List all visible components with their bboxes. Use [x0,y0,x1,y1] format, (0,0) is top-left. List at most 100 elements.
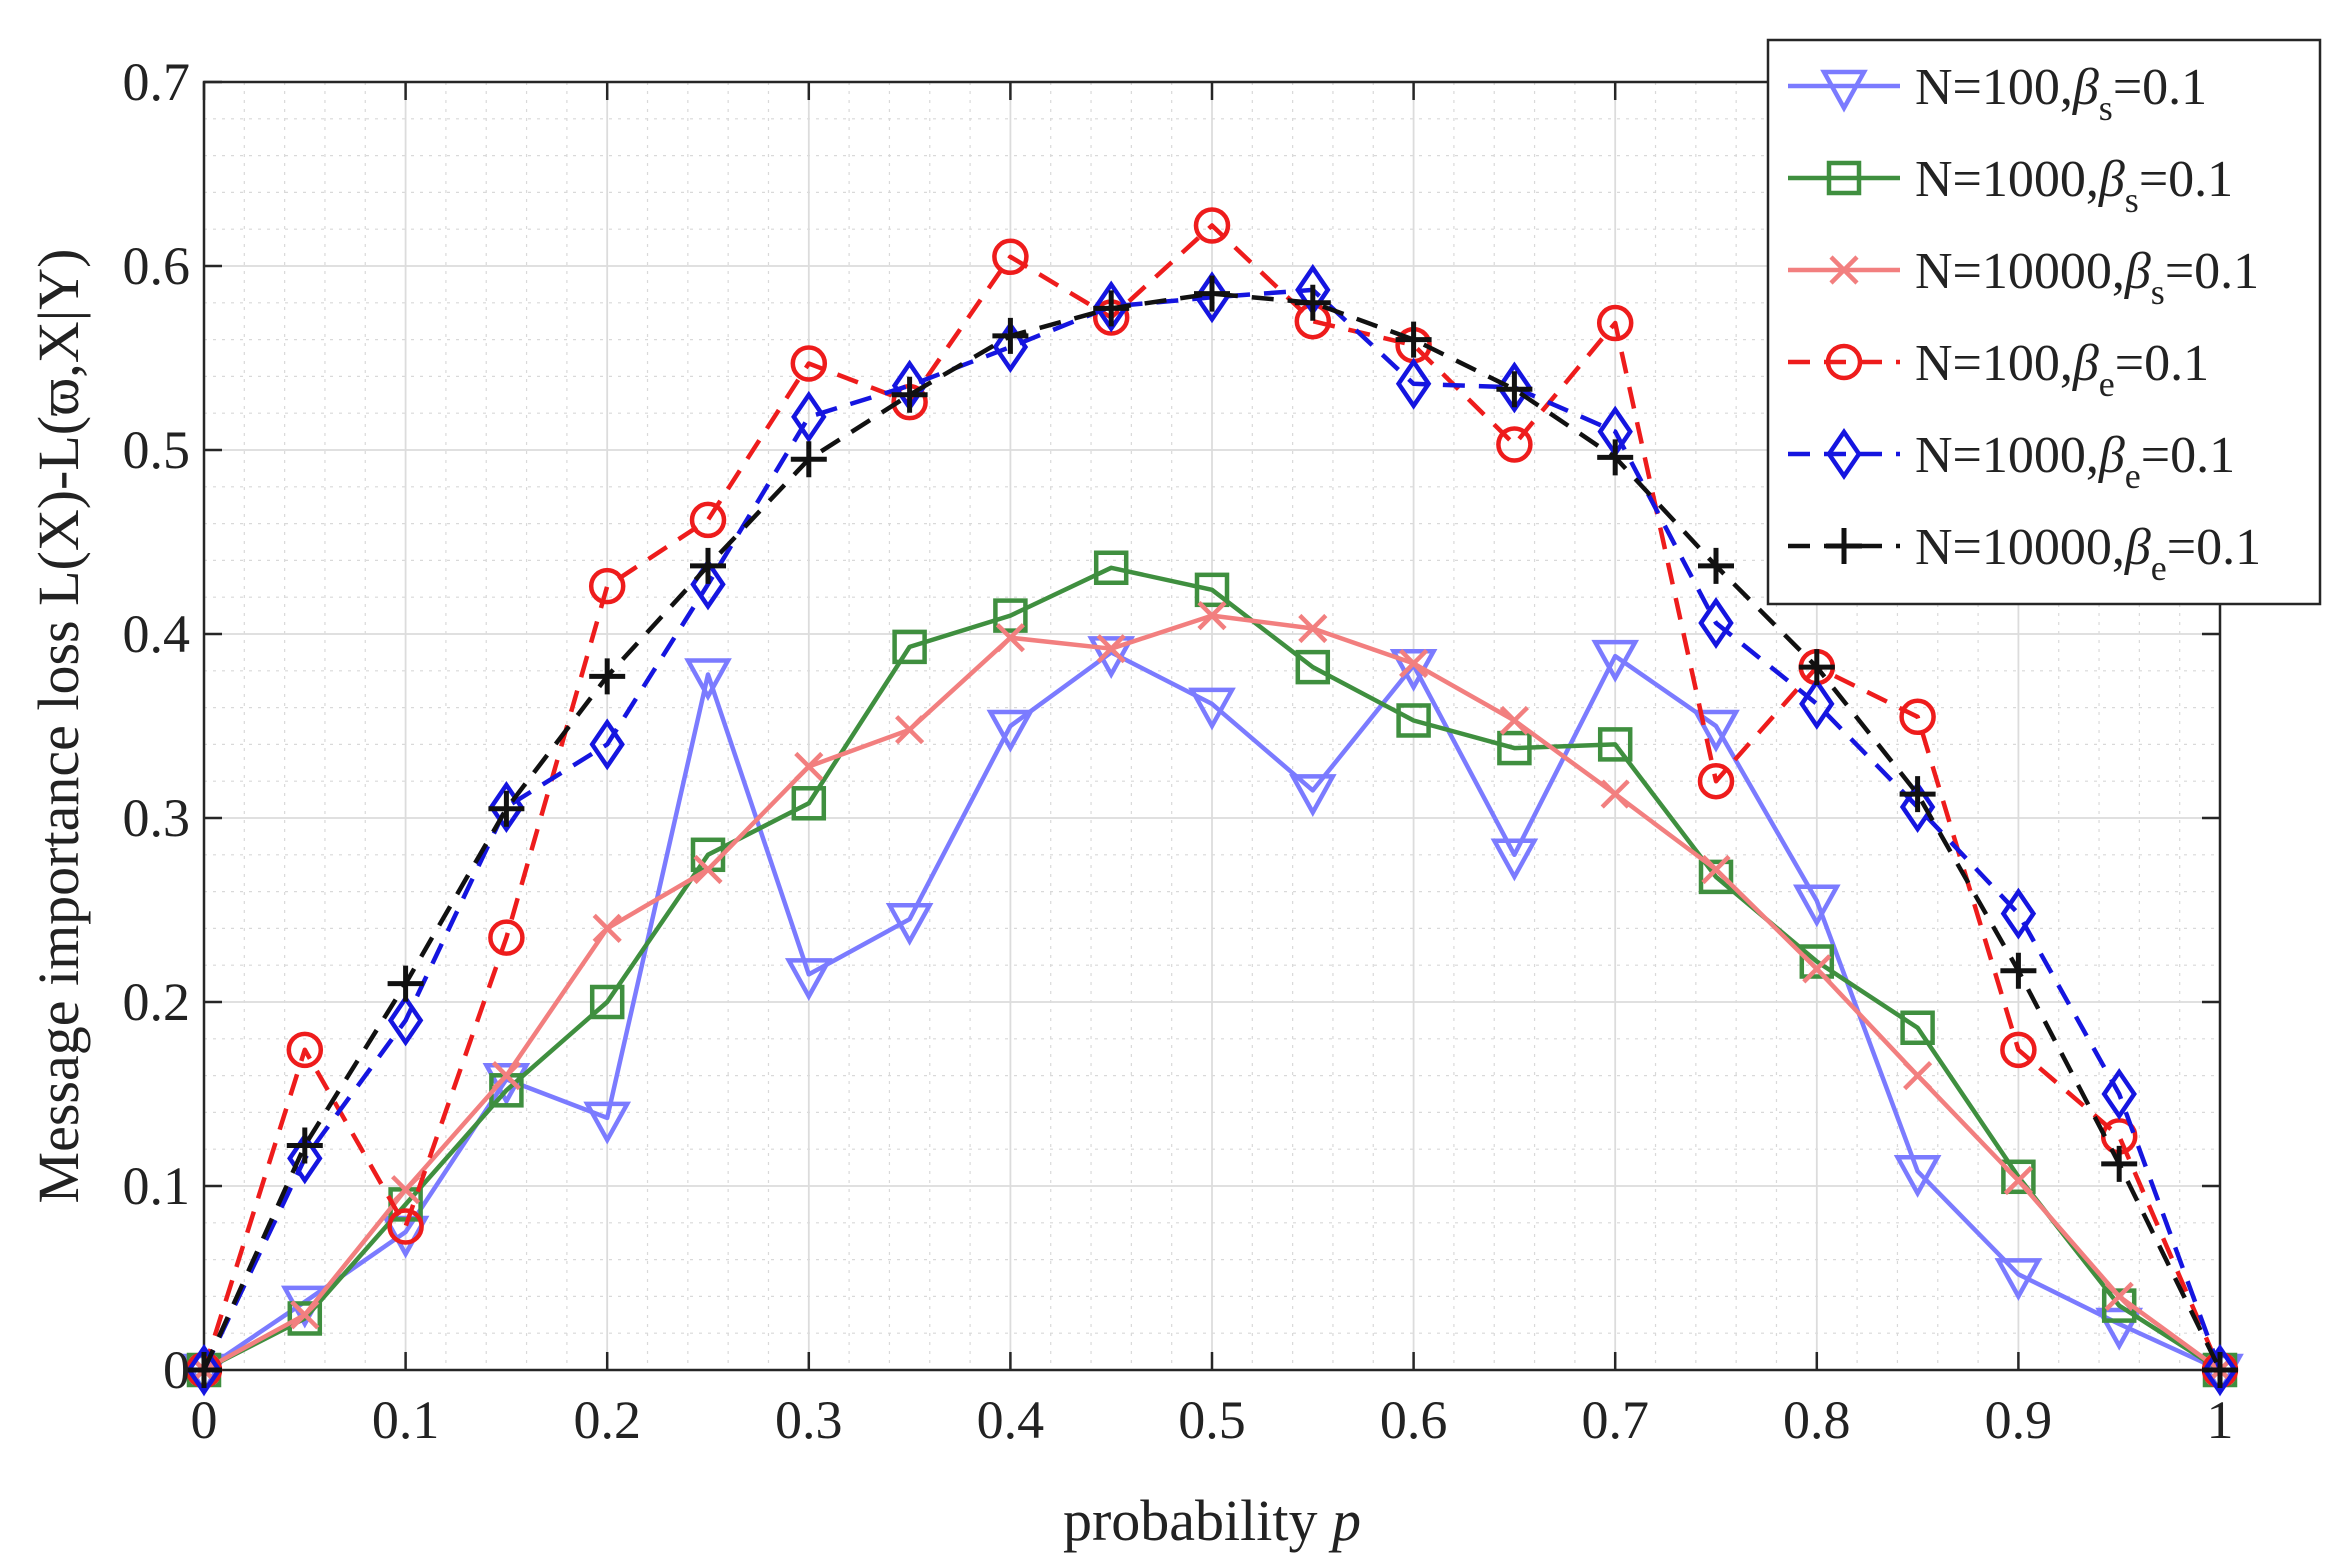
legend-label-tail: =0.1 [2115,335,2209,392]
y-tick-label: 0.2 [123,972,191,1032]
data-point-marker [790,441,827,478]
y-tick-label: 0.4 [123,604,191,664]
y-tick-label: 0.7 [123,52,191,112]
data-point-marker [1597,439,1634,476]
data-point-marker [784,958,833,1002]
data-point-marker [693,854,723,885]
data-point-marker [1396,703,1431,738]
legend-label-main: N=1000, [1915,427,2099,484]
x-tick-label: 1 [2207,1390,2234,1450]
data-point-marker [287,1301,323,1336]
legend-label-main: N=10000, [1915,243,2125,300]
data-point-marker [583,1101,632,1145]
data-point-marker [2101,1068,2137,1120]
legend-label-main: N=10000, [1915,519,2125,576]
data-point-marker [391,1175,421,1205]
data-point-marker [488,790,525,827]
data-point-marker [992,238,1029,276]
legend-item: N=100,βs=0.1 [1788,59,2207,128]
legend-item: N=100,βe=0.1 [1788,335,2209,404]
data-point-marker [1188,687,1236,731]
legend-label-subscript: e [2099,364,2115,404]
data-point-marker [2000,1031,2037,1069]
data-point-marker [1799,677,1835,730]
data-point-marker [1499,705,1529,736]
data-point-marker [1093,290,1130,327]
y-tick-label: 0.5 [123,420,191,480]
y-tick-label: 0.6 [123,236,191,296]
data-point-marker [986,709,1035,753]
data-point-marker [1496,371,1533,408]
legend-item: N=10000,βs=0.1 [1788,243,2259,312]
legend-label-beta: β [2098,151,2125,208]
legend-label-subscript: s [2151,272,2165,312]
data-point-marker [1596,304,1634,342]
data-point-marker [2202,1344,2238,1396]
legend-label-main: N=1000, [1915,151,2099,208]
legend-label-subscript: e [2125,456,2141,496]
data-point-marker [791,786,827,821]
data-point-marker [1698,596,1734,649]
data-point-marker [689,501,727,539]
legend-items: N=100,βs=0.1N=1000,βs=0.1N=10000,βs=0.1N… [1788,59,2261,588]
data-point-marker [1194,275,1230,312]
data-point-marker [1496,361,1533,414]
x-axis-title: probability p [1063,1488,1361,1553]
legend-label: N=10000,βe=0.1 [1915,519,2261,588]
x-tick-label: 0.1 [372,1390,440,1450]
data-point-marker [592,913,622,943]
data-point-marker [2104,1281,2134,1311]
data-point-marker [1893,1155,1942,1198]
x-tick-label: 0.5 [1178,1390,1246,1450]
y-tick-label: 0.3 [123,788,191,848]
data-point-marker [2001,1159,2036,1195]
data-point-marker [1701,854,1731,885]
data-point-marker [387,994,424,1047]
data-point-marker [1798,649,1835,686]
data-point-marker [794,751,824,782]
data-point-marker [1899,698,1936,736]
data-point-marker [589,658,626,695]
legend-marker [1826,428,1862,480]
data-point-marker [186,1344,222,1396]
data-point-marker [791,390,827,443]
legend-label-tail: =0.1 [2113,59,2207,116]
data-point-marker [2003,1165,2033,1196]
legend-label-beta: β [2098,427,2125,484]
series-line [202,565,2222,1373]
legend-label: N=10000,βs=0.1 [1915,243,2259,312]
data-point-marker [1395,321,1432,358]
data-point-marker [1903,1061,1933,1091]
data-point-marker [1298,613,1328,644]
y-axis-tick-labels: 0 0.1 0.2 0.3 0.4 0.5 0.6 0.7 [123,52,191,1400]
data-point-marker [1288,774,1337,818]
data-point-marker [992,320,1029,373]
x-tick-label: 0.3 [775,1390,843,1450]
data-point-marker [995,623,1025,653]
legend-marker [1826,528,1862,564]
data-point-marker [588,567,626,605]
legend-box [1766,38,2322,606]
data-point-marker [589,984,625,1020]
data-point-marker [1497,730,1532,766]
data-point-marker [2202,1352,2238,1388]
legend-item: N=10000,βe=0.1 [1788,519,2261,588]
data-point-marker [2095,1307,2144,1351]
legend-marker [1825,343,1863,381]
data-point-marker [491,1061,521,1091]
legend-marker [1829,255,1859,285]
data-point-marker [1697,762,1735,800]
y-tick-label: 0 [163,1340,190,1400]
legend-item: N=1000,βs=0.1 [1788,151,2233,220]
legend-label: N=1000,βe=0.1 [1915,427,2235,496]
data-point-marker [1093,550,1129,586]
x-tick-label: 0.9 [1985,1390,2053,1450]
data-point-marker [286,1031,324,1069]
x-tick-label: 0.7 [1581,1390,1649,1450]
legend-label-beta: β [2124,243,2151,300]
data-point-marker [1490,838,1539,882]
legend-label: N=100,βe=0.1 [1915,335,2209,404]
axis-ticks [202,80,2222,1372]
legend-label-beta: β [2124,519,2151,576]
legend-label-main: N=100, [1915,335,2073,392]
